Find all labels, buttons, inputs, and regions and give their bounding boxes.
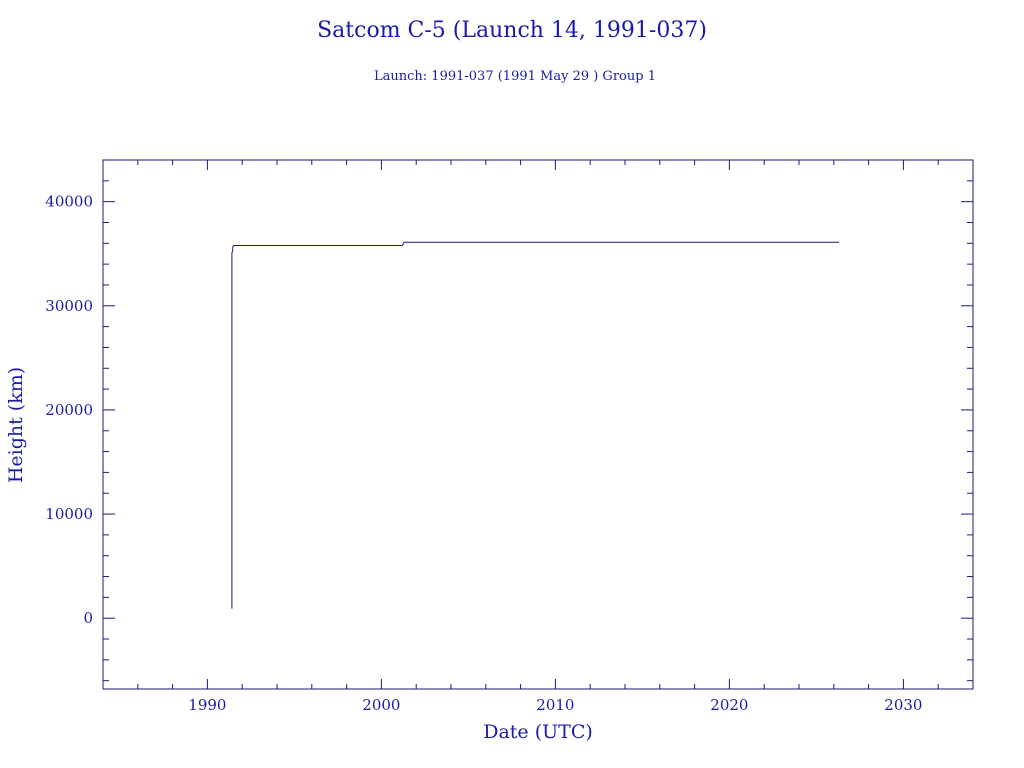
x-axis-label: Date (UTC) — [483, 721, 593, 743]
axis-ticks — [103, 159, 974, 689]
x-tick-label: 2000 — [362, 696, 400, 714]
x-tick-label: 2020 — [710, 696, 748, 714]
x-tick-label: 2030 — [884, 696, 922, 714]
y-tick-label: 10000 — [45, 505, 93, 523]
chart-title: Satcom C-5 (Launch 14, 1991-037) — [317, 18, 707, 43]
x-tick-labels: 1990 2000 2010 2020 2030 — [188, 696, 922, 714]
y-tick-label: 0 — [83, 609, 93, 627]
chart-subtitle: Launch: 1991-037 (1991 May 29 ) Group 1 — [374, 69, 656, 84]
y-tick-label: 40000 — [45, 193, 93, 211]
plot-frame — [102, 159, 974, 690]
series-group — [231, 241, 839, 609]
y-tick-label: 20000 — [45, 401, 93, 419]
x-tick-label: 1990 — [188, 696, 226, 714]
y-tick-labels: 0 10000 20000 30000 40000 — [45, 193, 93, 628]
y-axis-label: Height (km) — [5, 367, 27, 483]
y-tick-label: 30000 — [45, 297, 93, 315]
height-series-line — [231, 241, 839, 609]
x-tick-label: 2010 — [536, 696, 574, 714]
